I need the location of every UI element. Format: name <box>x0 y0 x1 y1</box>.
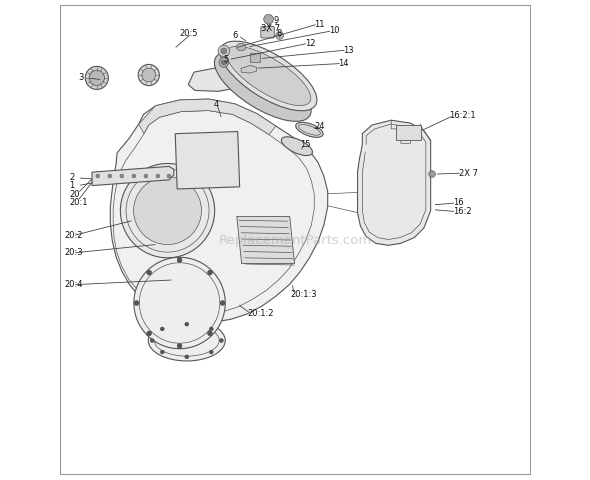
Circle shape <box>144 175 148 179</box>
Circle shape <box>108 175 112 179</box>
Text: 13: 13 <box>343 46 354 54</box>
Text: 14: 14 <box>338 59 349 68</box>
Text: 20:1:3: 20:1:3 <box>290 289 317 298</box>
Circle shape <box>264 15 273 25</box>
Circle shape <box>221 61 226 66</box>
Circle shape <box>138 65 159 86</box>
Text: 6: 6 <box>232 31 238 40</box>
Circle shape <box>219 59 228 68</box>
Text: 1: 1 <box>69 181 74 190</box>
Circle shape <box>209 327 213 331</box>
Circle shape <box>208 331 212 336</box>
Circle shape <box>147 331 152 336</box>
Circle shape <box>220 301 225 306</box>
Circle shape <box>167 175 171 179</box>
Ellipse shape <box>214 53 311 122</box>
Text: 11: 11 <box>314 20 325 28</box>
Circle shape <box>147 271 152 276</box>
Circle shape <box>209 350 213 354</box>
Circle shape <box>208 271 212 276</box>
Bar <box>250 54 260 62</box>
Circle shape <box>89 71 104 86</box>
Text: 20:2: 20:2 <box>64 231 83 240</box>
Text: 20:4: 20:4 <box>64 280 83 288</box>
Text: 20:3: 20:3 <box>64 248 83 256</box>
Text: 3: 3 <box>78 73 84 82</box>
Circle shape <box>150 339 154 343</box>
Circle shape <box>160 327 164 331</box>
Text: ReplacementParts.com: ReplacementParts.com <box>218 233 372 247</box>
Circle shape <box>132 175 136 179</box>
Circle shape <box>218 46 230 58</box>
Text: 3X 7: 3X 7 <box>261 24 280 33</box>
Polygon shape <box>139 100 276 135</box>
Polygon shape <box>110 100 327 323</box>
Circle shape <box>120 175 124 179</box>
Text: 16: 16 <box>453 198 463 207</box>
Polygon shape <box>237 217 294 264</box>
Circle shape <box>134 301 139 306</box>
Text: 5: 5 <box>224 55 229 64</box>
Text: 12: 12 <box>304 39 315 48</box>
Text: 20:5: 20:5 <box>179 29 198 38</box>
Text: 24: 24 <box>314 121 325 130</box>
Circle shape <box>276 33 283 40</box>
Ellipse shape <box>220 42 317 111</box>
Circle shape <box>177 344 182 348</box>
Text: 20:1:2: 20:1:2 <box>247 309 273 317</box>
Text: 20:1: 20:1 <box>69 197 87 206</box>
Circle shape <box>185 323 189 326</box>
Text: 2X 7: 2X 7 <box>458 168 477 177</box>
Circle shape <box>185 355 189 359</box>
Ellipse shape <box>237 44 246 52</box>
Text: 20: 20 <box>69 190 80 198</box>
Polygon shape <box>188 67 246 92</box>
Text: 2: 2 <box>69 173 74 182</box>
Polygon shape <box>92 167 174 186</box>
Circle shape <box>142 69 156 83</box>
Circle shape <box>177 258 182 263</box>
Text: 16:2:1: 16:2:1 <box>449 111 476 120</box>
Ellipse shape <box>226 47 311 107</box>
Ellipse shape <box>296 123 323 138</box>
Text: 10: 10 <box>329 26 339 35</box>
Ellipse shape <box>148 321 225 361</box>
Circle shape <box>133 177 201 245</box>
Circle shape <box>221 49 227 55</box>
Text: 15: 15 <box>300 140 310 148</box>
FancyBboxPatch shape <box>261 27 274 39</box>
Circle shape <box>134 258 225 349</box>
Polygon shape <box>358 121 431 246</box>
Circle shape <box>96 175 100 179</box>
Ellipse shape <box>281 138 313 156</box>
Circle shape <box>219 339 224 343</box>
Circle shape <box>86 67 109 90</box>
Bar <box>396 126 421 141</box>
Text: 9: 9 <box>273 16 278 24</box>
Text: 16:2: 16:2 <box>453 207 471 216</box>
Text: 4: 4 <box>213 100 218 109</box>
Text: 8: 8 <box>277 29 282 38</box>
Circle shape <box>120 164 215 258</box>
Circle shape <box>156 175 160 179</box>
Polygon shape <box>241 66 257 74</box>
Bar <box>175 132 240 190</box>
Circle shape <box>429 171 435 178</box>
Circle shape <box>160 350 164 354</box>
